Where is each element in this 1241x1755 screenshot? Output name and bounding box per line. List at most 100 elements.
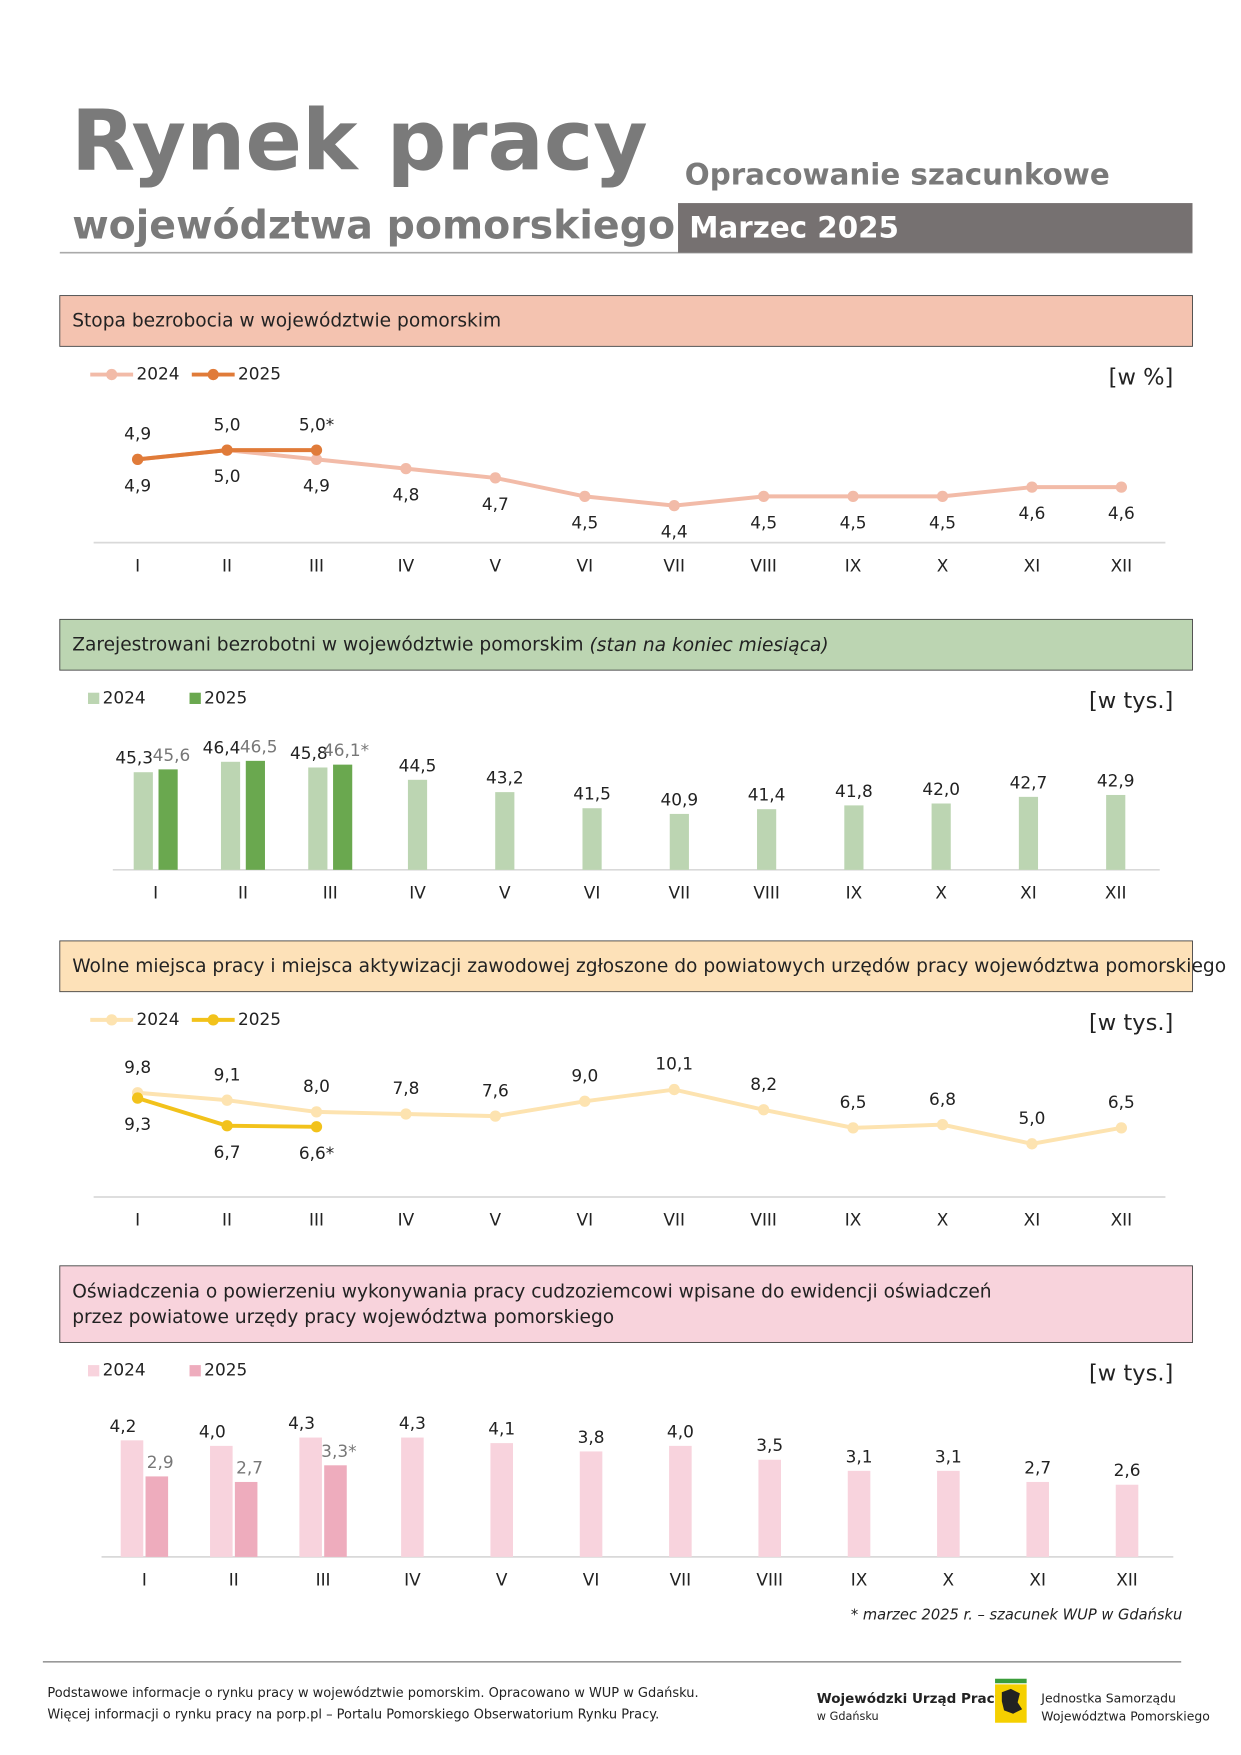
point [668, 500, 680, 512]
bar [299, 1437, 322, 1557]
x-tick-label: IX [851, 1570, 868, 1590]
x-tick-label: VII [663, 555, 685, 575]
footer-line: Podstawowe informacje o rynku pracy w wo… [47, 1686, 698, 1701]
value-label: 46,4 [203, 737, 241, 757]
x-tick-label: XI [1020, 883, 1037, 903]
value-label: 3,1 [846, 1446, 873, 1466]
value-label: 4,9 [303, 475, 330, 495]
unit: [w tys.] [1089, 688, 1173, 714]
section-title: Oświadczenia o powierzeniu wykonywania p… [72, 1281, 991, 1302]
value-label: 10,1 [655, 1054, 693, 1074]
x-tick-label: X [943, 1570, 955, 1590]
x-tick-label: X [937, 1210, 949, 1230]
x-tick-label: XII [1116, 1570, 1138, 1590]
value-label: 5,0 [1019, 1108, 1046, 1128]
value-label: 5,0 [214, 466, 241, 486]
value-label: 4,0 [667, 1421, 694, 1441]
unit: [w %] [1109, 364, 1174, 390]
x-tick-label: III [323, 883, 338, 903]
bar [234, 1481, 258, 1557]
x-tick-label: I [142, 1570, 147, 1590]
point [1115, 481, 1128, 493]
bar [245, 760, 265, 870]
bar [158, 769, 178, 870]
value-label: 7,8 [392, 1078, 419, 1098]
value-label: 45,3 [115, 748, 153, 768]
x-tick-label: VII [669, 883, 691, 903]
value-label: 2,6 [1114, 1460, 1141, 1480]
bar [495, 792, 515, 870]
bar [669, 1445, 692, 1557]
legend-label: 2024 [103, 687, 146, 707]
point [936, 490, 949, 503]
bar [582, 808, 602, 870]
value-label: 6,6* [299, 1143, 334, 1163]
bar [133, 772, 153, 870]
value-label: 9,0 [571, 1065, 598, 1085]
legend-dot [106, 1014, 118, 1026]
x-tick-label: V [490, 1210, 502, 1230]
value-label: 7,6 [482, 1080, 509, 1100]
value-label: 6,7 [214, 1142, 241, 1162]
point [758, 490, 770, 503]
x-tick-label: II [222, 555, 232, 575]
value-label: 4,1 [488, 1419, 515, 1439]
point [131, 453, 144, 466]
x-tick-label: III [316, 1570, 331, 1590]
footnote: * marzec 2025 r. – szacunek WUP w Gdańsk… [851, 1607, 1182, 1624]
x-tick-label: IV [398, 555, 415, 575]
bar [324, 1465, 347, 1557]
x-tick-label: I [135, 1210, 140, 1230]
point [579, 490, 591, 503]
point [310, 444, 323, 456]
x-tick-label: XII [1105, 883, 1127, 903]
section-title: Zarejestrowani bezrobotni w województwie… [72, 634, 828, 655]
point [221, 444, 233, 456]
bar [407, 779, 428, 870]
value-label: 46,1* [323, 740, 369, 760]
logo-text: Województwa Pomorskiego [1041, 1709, 1209, 1724]
legend-swatch [189, 692, 201, 704]
point [579, 1095, 591, 1107]
value-label: 4,3 [288, 1413, 315, 1433]
bar [120, 1440, 144, 1557]
bar [1106, 794, 1126, 870]
value-label: 41,4 [748, 785, 786, 805]
point [310, 1121, 323, 1133]
value-label: 40,9 [661, 789, 699, 809]
x-tick-label: VII [670, 1570, 692, 1590]
x-tick-label: II [222, 1210, 232, 1230]
legend-swatch [87, 692, 100, 704]
x-tick-label: XII [1111, 555, 1133, 575]
legend-dot [207, 368, 219, 381]
subtitle: województwa pomorskiego [72, 202, 675, 248]
value-label: 3,3* [321, 1441, 356, 1461]
x-tick-label: XI [1024, 1210, 1041, 1230]
section-header [59, 940, 1193, 993]
legend-dot [106, 368, 118, 381]
value-label: 4,5 [750, 512, 777, 532]
value-label: 4,9 [124, 424, 151, 444]
bar [757, 809, 777, 870]
x-tick-label: V [496, 1570, 508, 1590]
value-label: 42,7 [1010, 772, 1048, 792]
logo-text: Jednostka Samorządu [1040, 1691, 1176, 1706]
x-tick-label: VI [577, 555, 594, 575]
logo-text: w Gdańsku [817, 1710, 879, 1723]
point [847, 490, 859, 503]
x-tick-label: II [238, 883, 248, 903]
value-label: 2,9 [147, 1452, 174, 1472]
logo [995, 1678, 1027, 1684]
point [221, 1094, 233, 1106]
unit: [w tys.] [1089, 1361, 1173, 1387]
value-label: 4,6 [1019, 503, 1046, 523]
x-tick-label: V [499, 883, 511, 903]
legend-label: 2025 [204, 1360, 247, 1380]
point [489, 472, 502, 484]
point [131, 1092, 144, 1104]
legend-label: 2025 [238, 364, 281, 384]
bar [490, 1443, 514, 1557]
value-label: 4,5 [929, 512, 956, 532]
